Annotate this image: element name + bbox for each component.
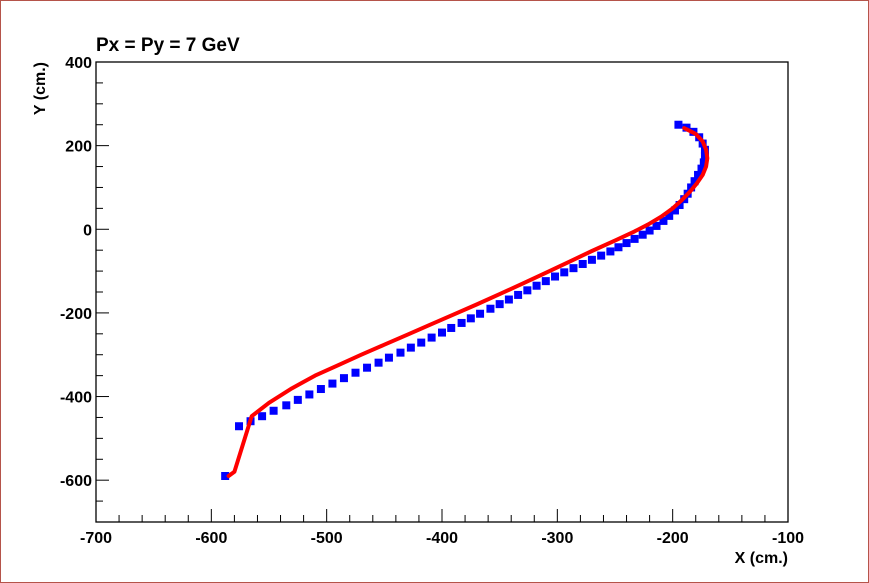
data-point bbox=[417, 338, 426, 347]
data-point bbox=[630, 234, 639, 243]
data-point bbox=[305, 390, 314, 399]
data-point bbox=[551, 272, 560, 281]
data-point bbox=[316, 385, 325, 394]
data-point bbox=[652, 221, 661, 230]
data-point bbox=[645, 226, 654, 235]
data-point bbox=[495, 300, 504, 309]
data-point bbox=[690, 177, 699, 186]
data-point bbox=[700, 152, 709, 161]
data-point bbox=[622, 239, 631, 248]
data-point bbox=[569, 264, 578, 273]
data-point bbox=[674, 120, 683, 129]
x-axis-title: X (cm.) bbox=[735, 550, 788, 567]
data-point bbox=[384, 353, 393, 362]
x-tick-label: -400 bbox=[426, 530, 458, 547]
data-point bbox=[670, 206, 679, 215]
x-tick-label: -300 bbox=[541, 530, 573, 547]
data-point bbox=[351, 368, 360, 377]
y-tick-label: 0 bbox=[83, 222, 92, 239]
data-point bbox=[578, 259, 587, 268]
data-point bbox=[396, 348, 405, 357]
data-point bbox=[258, 412, 267, 421]
data-point bbox=[328, 379, 337, 388]
data-point bbox=[597, 251, 606, 260]
data-point bbox=[541, 277, 550, 286]
data-point bbox=[606, 247, 615, 256]
data-point bbox=[438, 328, 446, 337]
data-point bbox=[221, 472, 230, 480]
axis-labels: -700 -600 -500 -400 -300 -200 -100 -600 -400 -200… bbox=[60, 55, 804, 547]
data-point bbox=[363, 363, 372, 372]
y-axis-title: Y (cm.) bbox=[32, 62, 49, 115]
y-tick-label: 200 bbox=[65, 139, 92, 156]
y-tick-label: -600 bbox=[60, 473, 92, 490]
data-point bbox=[659, 216, 668, 225]
x-tick-label: -700 bbox=[80, 530, 112, 547]
x-tick-label: -200 bbox=[657, 530, 689, 547]
data-point bbox=[638, 230, 647, 239]
data-point bbox=[699, 158, 708, 167]
data-point bbox=[697, 164, 706, 173]
plot-frame bbox=[95, 61, 789, 523]
chart-title: Px = Py = 7 GeV bbox=[96, 35, 240, 56]
x-tick-label: -100 bbox=[772, 530, 804, 547]
data-point bbox=[466, 314, 475, 323]
y-tick-label: -400 bbox=[60, 390, 92, 407]
fit-curve bbox=[226, 126, 710, 478]
data-point bbox=[560, 268, 569, 277]
data-layer bbox=[221, 120, 710, 480]
data-point bbox=[339, 374, 348, 383]
x-tick-label: -500 bbox=[311, 530, 343, 547]
data-point bbox=[374, 358, 383, 367]
y-tick-label: 400 bbox=[65, 55, 92, 72]
data-point bbox=[665, 211, 674, 220]
y-tick-label: -200 bbox=[60, 306, 92, 323]
data-point bbox=[514, 290, 523, 299]
data-point bbox=[614, 243, 623, 252]
x-tick-label: -600 bbox=[195, 530, 227, 547]
data-point bbox=[269, 406, 278, 415]
data-point bbox=[587, 255, 596, 264]
data-point bbox=[447, 323, 456, 332]
data-point bbox=[523, 286, 532, 295]
data-point bbox=[504, 295, 513, 304]
data-point bbox=[235, 422, 244, 431]
data-point bbox=[293, 395, 302, 404]
data-point bbox=[457, 318, 466, 327]
data-point bbox=[406, 343, 415, 352]
data-point bbox=[486, 304, 495, 313]
data-point bbox=[532, 281, 541, 290]
data-point bbox=[694, 170, 703, 179]
data-point bbox=[282, 401, 291, 410]
data-point bbox=[476, 309, 485, 318]
data-point bbox=[675, 201, 684, 210]
data-point bbox=[427, 333, 436, 342]
